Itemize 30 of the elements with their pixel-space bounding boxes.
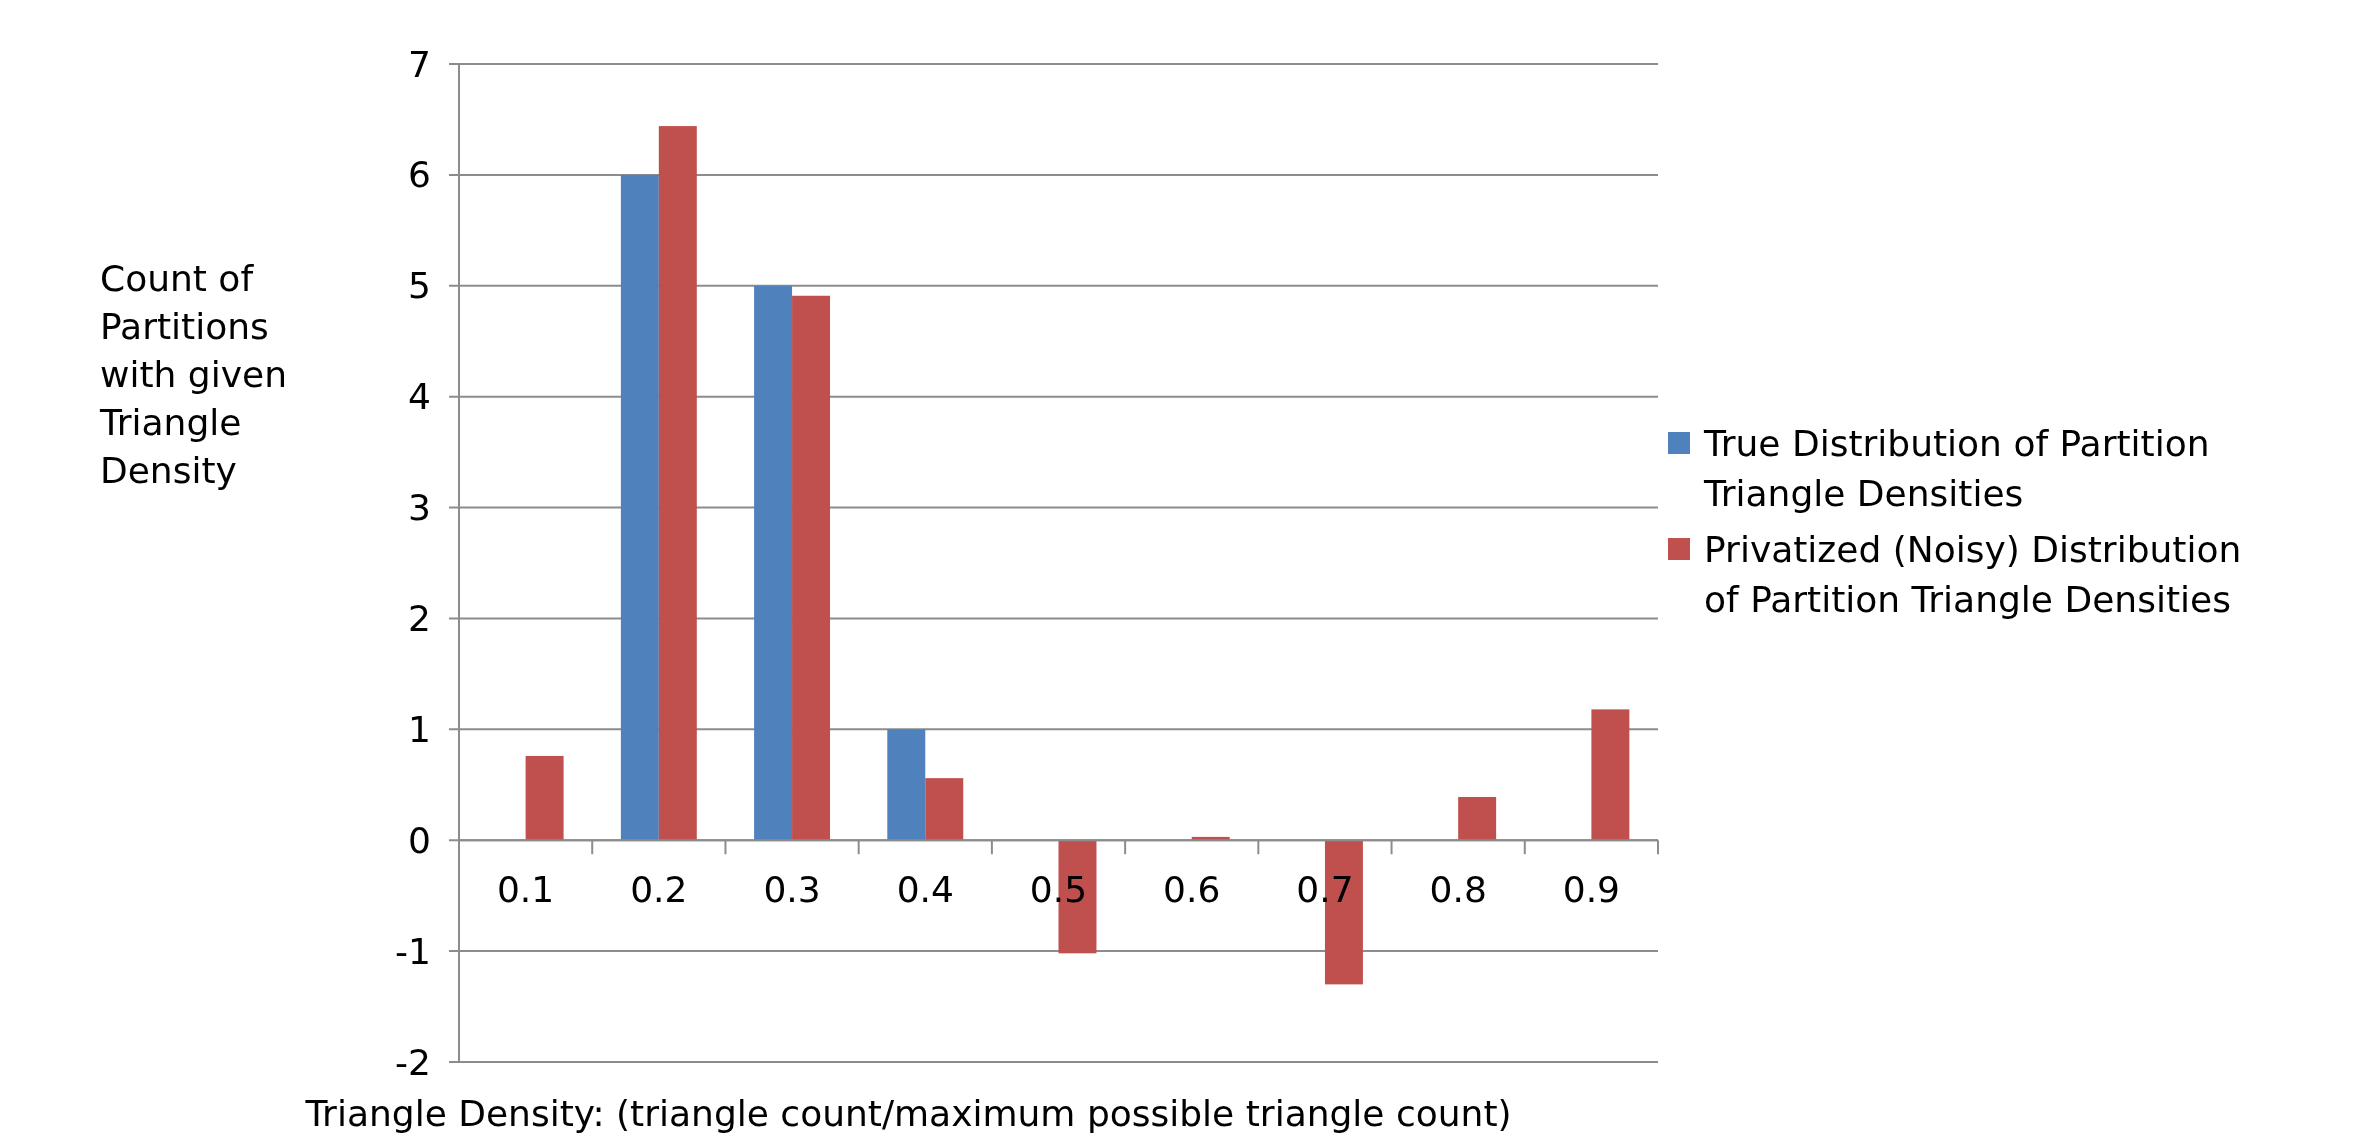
y-tick-label: 4 xyxy=(408,376,431,418)
x-tick-label: 0.9 xyxy=(1562,869,1621,911)
y-tick-label: 0 xyxy=(408,819,431,861)
x-axis-title: Triangle Density: (triangle count/maximum possible triangle count) xyxy=(304,1093,1512,1134)
bar xyxy=(754,285,793,841)
bar xyxy=(887,729,926,841)
bar xyxy=(792,295,831,841)
y-tick-label: 3 xyxy=(408,487,431,529)
x-tick-label: 0.1 xyxy=(496,869,555,911)
bar xyxy=(525,755,564,841)
y-tick-label: 5 xyxy=(408,265,431,307)
bar xyxy=(658,126,697,841)
y-axis-title: Count of Partitions with given Triangle Density xyxy=(99,258,287,491)
legend-label: True Distribution of Partition Triangle Densities xyxy=(1703,423,2210,514)
x-tick-label: 0.8 xyxy=(1429,869,1487,911)
y-tick-label: 6 xyxy=(408,154,431,196)
bar xyxy=(620,174,659,841)
y-tick-label: 2 xyxy=(408,597,431,639)
y-tick-label: -2 xyxy=(395,1041,431,1083)
bar xyxy=(1458,796,1497,841)
bar xyxy=(925,778,964,841)
y-tick-label: 7 xyxy=(408,43,431,85)
y-tick-label: -1 xyxy=(395,930,431,972)
x-tick-label: 0.3 xyxy=(763,869,821,911)
bar xyxy=(1591,709,1630,841)
y-tick-label: 1 xyxy=(408,708,431,750)
legend-label: Privatized (Noisy) Distribution of Partition Triangle Densities xyxy=(1704,529,2242,620)
x-tick-label: 0.4 xyxy=(896,869,954,911)
x-tick-label: 0.6 xyxy=(1163,869,1221,911)
x-tick-label: 0.2 xyxy=(630,869,688,911)
